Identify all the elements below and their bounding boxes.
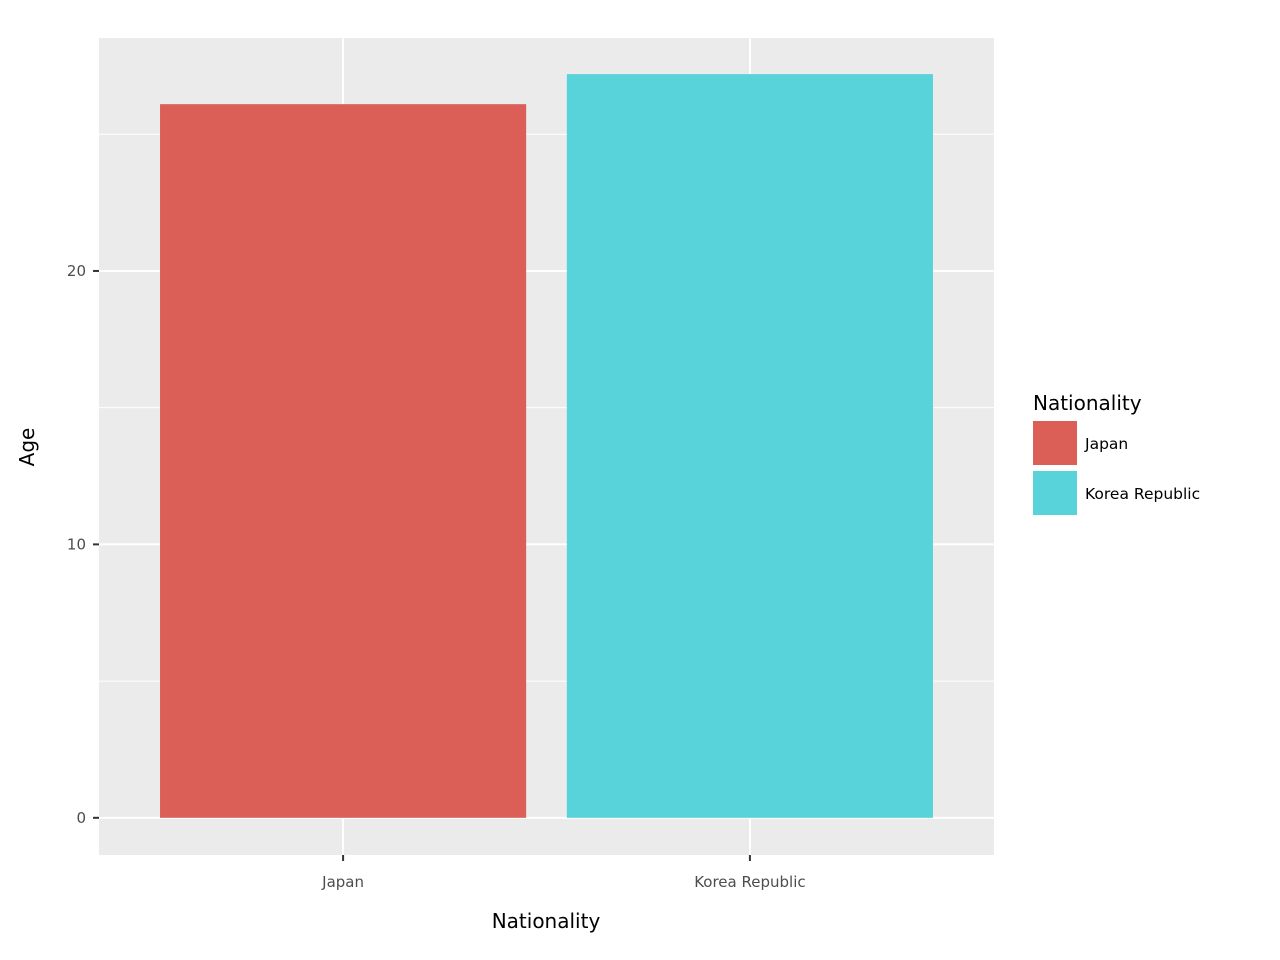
legend: Nationality Japan Korea Republic (1033, 391, 1200, 515)
legend-label: Japan (1084, 435, 1128, 453)
x-tick-label: Korea Republic (694, 873, 805, 891)
y-axis-title: Age (15, 428, 39, 467)
bar-japan (160, 104, 527, 818)
y-tick-label: 10 (67, 535, 86, 553)
bars (160, 74, 933, 818)
legend-key (1033, 471, 1077, 515)
legend-key (1033, 421, 1077, 465)
y-tick-label: 0 (76, 809, 86, 827)
legend-title: Nationality (1033, 391, 1142, 415)
x-axis-title: Nationality (492, 909, 601, 933)
bar-korea-republic (566, 74, 933, 818)
x-tick-label: Japan (321, 873, 364, 891)
axes: 0 10 20 Japan Korea Republic (67, 262, 806, 891)
y-tick-label: 20 (67, 262, 86, 280)
legend-label: Korea Republic (1085, 485, 1200, 503)
